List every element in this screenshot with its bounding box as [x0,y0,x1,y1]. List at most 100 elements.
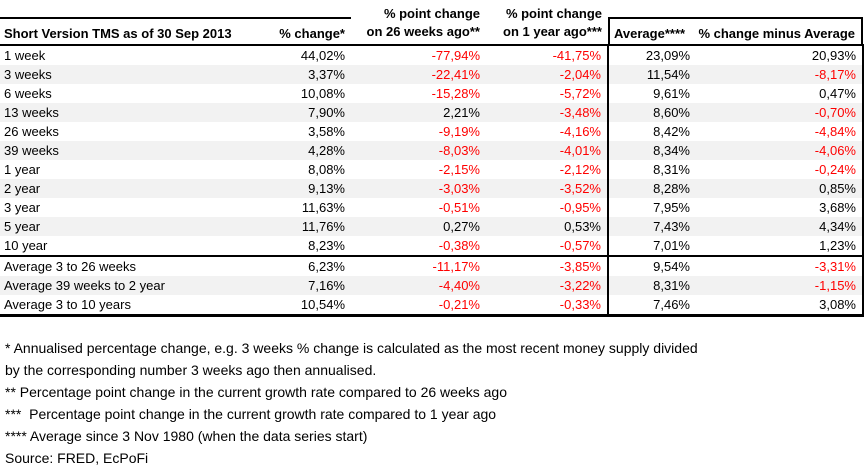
row-label: 3 weeks [0,65,268,84]
chg-1y-cell: -3,48% [486,103,608,122]
footnote-26w: ** Percentage point change in the curren… [5,384,507,400]
average-cell: 8,31% [607,276,696,295]
row-label: 2 year [0,179,268,198]
average-cell: 7,43% [607,217,696,236]
table-row: Average 3 to 26 weeks 6,23% -11,17% -3,8… [0,255,864,276]
pct-change-cell: 10,08% [300,86,345,101]
chg-26w-cell: -8,03% [351,141,486,160]
chg-26w-cell: -15,28% [431,86,480,101]
chg-1y-cell: -0,57% [559,238,601,253]
table-row: 2 year 9,13% -3,03% -3,52% 8,28% 0,85% [0,179,864,198]
average-cell: 8,34% [607,141,696,160]
pct-change-cell: 7,16% [268,276,351,295]
table-row: 39 weeks 4,28% -8,03% -4,01% 8,34% -4,06… [0,141,864,160]
average-cell: 8,60% [607,103,696,122]
average-cell: 8,28% [607,179,696,198]
chg-26w-cell: -2,15% [438,162,480,177]
footnote-average: **** Average since 3 Nov 1980 (when the … [5,428,368,444]
minus-avg-cell: -4,06% [696,141,864,160]
row-label: Average 39 weeks to 2 year [0,276,268,295]
chg-26w-cell: -22,41% [351,65,486,84]
chg-1y-cell: -4,16% [559,124,601,139]
table-row: 1 week 44,02% -77,94% -41,75% 23,09% 20,… [0,45,864,65]
pct-change-cell: 11,63% [301,200,345,215]
chg-1y-cell: -0,33% [486,295,608,317]
table-row: 3 weeks 3,37% -22,41% -2,04% 11,54% -8,1… [0,65,864,84]
table-row: 26 weeks 3,58% -9,19% -4,16% 8,42% -4,84… [0,122,864,141]
average-cell: 7,46% [607,295,696,317]
pct-change-cell: 4,28% [268,141,351,160]
row-label: 10 year [4,238,48,253]
chg-1y-cell: -2,04% [486,65,608,84]
chg-1y-cell: -4,01% [486,141,608,160]
pct-change-cell: 3,58% [308,124,345,139]
chg-1y-cell: 0,53% [486,217,608,236]
table-row: Average 39 weeks to 2 year 7,16% -4,40% … [0,276,864,295]
header-row: Short Version TMS as of 30 Sep 2013 % ch… [0,0,863,46]
pct-change-cell: 11,76% [268,217,351,236]
table-row: 13 weeks 7,90% 2,21% -3,48% 8,60% -0,70% [0,103,864,122]
col-header-minus-average: % change minus Average [696,0,863,46]
row-label: 1 week [4,48,46,63]
minus-avg-cell: 3,68% [696,198,864,217]
col-header-chg-26w-line1: % point change [383,6,480,21]
chg-26w-cell: -4,40% [351,276,486,295]
average-cell: 8,42% [607,122,696,141]
minus-avg-cell: 1,23% [696,236,864,256]
chg-1y-cell: -2,12% [559,162,601,177]
table-row: Average 3 to 10 years 10,54% -0,21% -0,3… [0,295,864,317]
footnotes: * Annualised percentage change, e.g. 3 w… [0,337,864,469]
chg-1y-cell: -3,52% [486,179,608,198]
minus-avg-cell: -1,15% [696,276,864,295]
col-header-chg-1y-line1: % point change [505,6,602,21]
average-cell: 8,31% [607,160,696,179]
col-header-pct-change: % change* [268,0,351,46]
col-header-average: Average**** [608,0,696,46]
pct-change-cell: 9,13% [268,179,351,198]
pct-change-cell: 7,90% [268,103,351,122]
row-label: 26 weeks [4,124,59,139]
minus-avg-cell: -0,70% [696,103,864,122]
minus-avg-cell: -8,17% [696,65,864,84]
average-cell: 7,95% [607,198,696,217]
row-label: 3 year [4,200,41,215]
table-row: 3 year 11,63% -0,51% -0,95% 7,95% 3,68% [0,198,864,217]
pct-change-cell: 3,37% [268,65,351,84]
row-label: Average 3 to 26 weeks [0,255,268,276]
pct-change-cell: 10,54% [268,295,351,317]
row-label: 13 weeks [0,103,268,122]
minus-avg-cell: 20,93% [696,45,864,65]
chg-1y-cell: -3,22% [486,276,608,295]
average-cell: 9,61% [607,84,696,103]
pct-change-cell: 6,23% [268,255,351,276]
footnote-annualised-2: by the corresponding number 3 weeks ago … [5,362,377,378]
table-row: 5 year 11,76% 0,27% 0,53% 7,43% 4,34% [0,217,864,236]
pct-change-cell: 8,08% [308,162,345,177]
minus-avg-cell: -0,24% [696,160,864,179]
chg-26w-cell: -9,19% [438,124,480,139]
chg-26w-cell: -0,51% [438,200,480,215]
pct-change-cell: 8,23% [308,238,345,253]
average-cell: 9,54% [607,255,696,276]
chg-1y-cell: -41,75% [552,48,601,63]
minus-avg-cell: -3,31% [696,255,864,276]
table-row: 6 weeks 10,08% -15,28% -5,72% 9,61% 0,47… [0,84,864,103]
chg-1y-cell: -5,72% [559,86,601,101]
row-label: 6 weeks [4,86,52,101]
chg-1y-cell: -0,95% [559,200,601,215]
source-line: Source: FRED, EcPoFi [5,450,149,466]
col-header-chg-26w-line2: on 26 weeks ago** [366,24,480,39]
minus-avg-cell: 3,08% [696,295,864,317]
col-header-period: Short Version TMS as of 30 Sep 2013 [0,0,268,46]
minus-avg-cell: 0,85% [696,179,864,198]
minus-avg-cell: 0,47% [696,84,864,103]
table-row: 1 year 8,08% -2,15% -2,12% 8,31% -0,24% [0,160,864,179]
table-body: 1 week 44,02% -77,94% -41,75% 23,09% 20,… [0,45,864,317]
average-cell: 7,01% [607,236,696,256]
table-row: 10 year 8,23% -0,38% -0,57% 7,01% 1,23% [0,236,864,256]
chg-26w-cell: -77,94% [431,48,480,63]
chg-26w-cell: 0,27% [351,217,486,236]
col-header-chg-1y: % point change on 1 year ago*** [486,0,608,46]
row-label: 1 year [4,162,41,177]
